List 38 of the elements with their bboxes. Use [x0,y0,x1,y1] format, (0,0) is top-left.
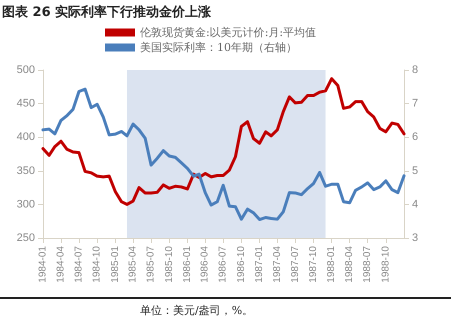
chart-title: 图表 26 实际利率下行推动金价上涨 [2,4,212,21]
line-series [42,88,406,222]
y2-tick-label: 5 [412,164,418,177]
x-tick-label: 1986-07 [218,246,229,283]
y-tick-label: 350 [16,164,35,177]
y2-tick-label: 4 [412,198,418,210]
x-tick-label: 1986-04 [200,246,211,283]
y2-tick-label: 7 [412,98,418,110]
x-tick-label: 1985-07 [146,246,157,283]
line-series [42,77,406,206]
y2-tick-label: 6 [412,131,418,144]
x-tick-label: 1984-07 [73,246,84,283]
y2-tick-label: 3 [412,232,418,244]
x-tick-label: 1987-01 [254,246,266,283]
legend-label: 伦敦现货黄金:以美元计价:月:平均值 [140,26,316,39]
x-tick-label: 1988-04 [344,246,356,283]
x-tick-label: 1986-01 [182,246,193,283]
y-tick-label: 300 [16,198,35,210]
y-tick-label: 250 [16,232,35,244]
x-tick-label: 1988-01 [326,246,338,283]
x-tick-label: 1985-10 [164,246,175,283]
x-tick-label: 1987-04 [272,246,283,283]
x-tick-label: 1984-10 [92,246,103,283]
y2-tick-label: 8 [412,64,418,76]
x-tick-label: 1986-10 [236,246,247,283]
y-tick-label: 400 [16,131,35,144]
legend-label: 美国实际利率：10年期（右轴） [140,41,297,54]
x-tick-label: 1984-01 [38,246,48,283]
x-tick-label: 1988-07 [362,246,374,283]
x-tick-label: 1985-04 [128,246,139,283]
x-tick-label: 1988-10 [380,246,392,283]
x-tick-label: 1985-01 [110,246,121,283]
x-tick-label: 1987-10 [308,246,320,283]
y-tick-label: 450 [16,98,35,110]
x-tick-label: 1984-04 [55,246,66,283]
x-tick-label: 1987-07 [290,246,301,283]
text: 单位：美元/盎司，%。 [140,303,254,318]
y-tick-label: 500 [16,64,35,76]
